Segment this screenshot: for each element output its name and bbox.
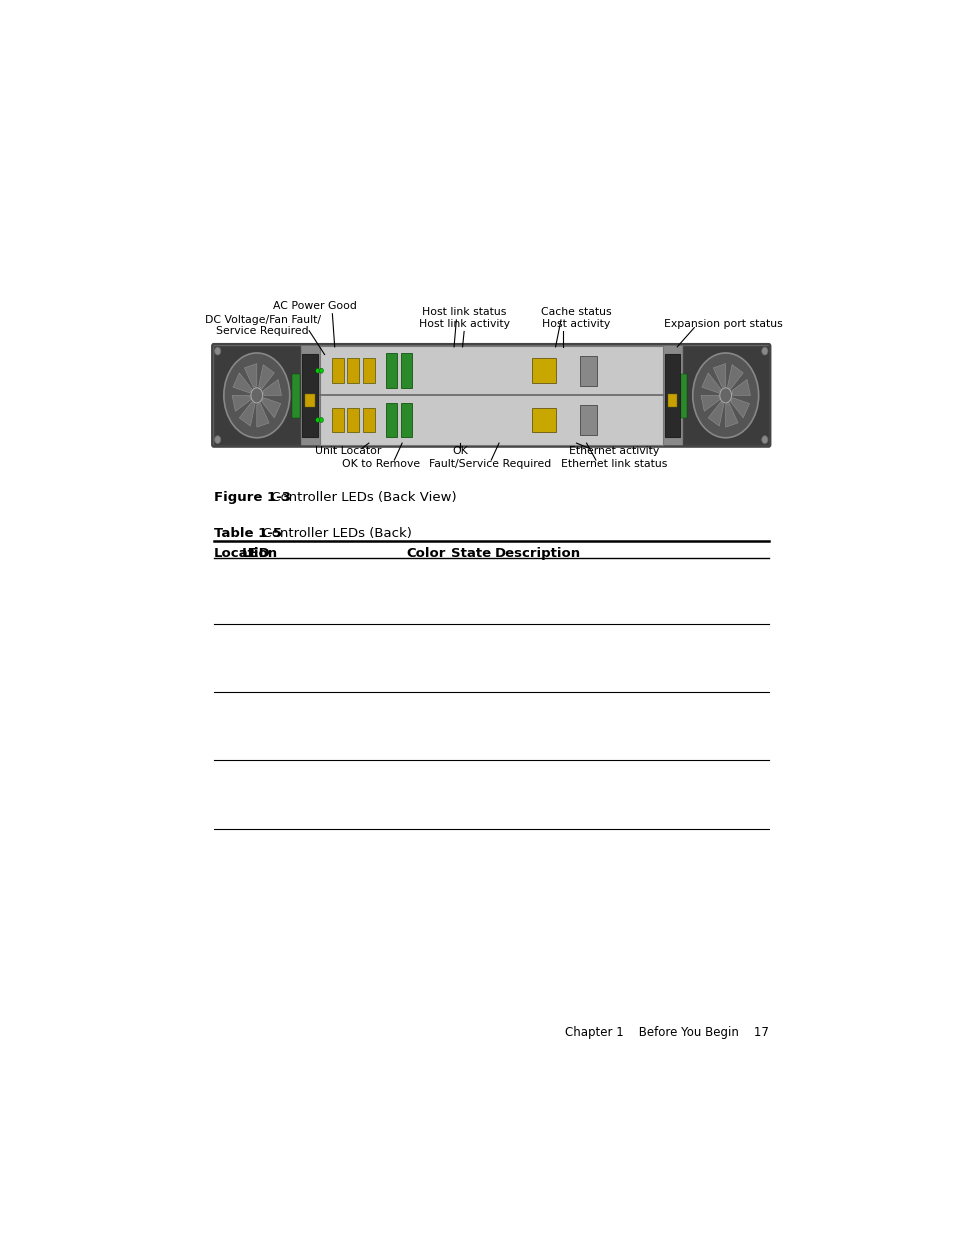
- Circle shape: [692, 353, 758, 437]
- Polygon shape: [727, 364, 742, 389]
- Text: Chapter 1    Before You Begin    17: Chapter 1 Before You Begin 17: [564, 1025, 768, 1039]
- Bar: [332, 358, 344, 383]
- Circle shape: [315, 368, 319, 373]
- Polygon shape: [262, 398, 280, 417]
- Text: State: State: [451, 547, 491, 559]
- Text: Figure 1-3: Figure 1-3: [213, 490, 291, 504]
- Bar: [302, 354, 317, 437]
- Polygon shape: [701, 373, 720, 393]
- Polygon shape: [725, 404, 738, 427]
- Bar: [682, 346, 768, 445]
- Text: OK to Remove: OK to Remove: [342, 459, 420, 469]
- Text: Cache status: Cache status: [540, 308, 611, 317]
- Text: Expansion port status: Expansion port status: [663, 319, 782, 329]
- Text: Ethernet link status: Ethernet link status: [560, 459, 666, 469]
- Bar: [347, 358, 359, 383]
- Bar: [292, 374, 299, 417]
- Polygon shape: [239, 401, 254, 426]
- Polygon shape: [258, 364, 274, 389]
- Text: Table 1-5: Table 1-5: [213, 527, 281, 540]
- Text: Ethernet activity: Ethernet activity: [568, 446, 659, 456]
- Bar: [347, 408, 359, 432]
- Polygon shape: [730, 398, 749, 417]
- Text: Location: Location: [213, 547, 277, 559]
- Polygon shape: [233, 373, 252, 393]
- Polygon shape: [244, 363, 256, 388]
- FancyBboxPatch shape: [213, 345, 769, 447]
- Text: Host link status: Host link status: [421, 308, 506, 317]
- Circle shape: [319, 417, 323, 422]
- Bar: [532, 408, 555, 432]
- Bar: [385, 353, 396, 388]
- Polygon shape: [700, 395, 719, 411]
- Text: Color: Color: [406, 547, 445, 559]
- Circle shape: [224, 353, 290, 437]
- Bar: [332, 408, 344, 432]
- Bar: [213, 346, 299, 445]
- Text: Controller LEDs (Back View): Controller LEDs (Back View): [267, 490, 456, 504]
- Circle shape: [214, 347, 220, 354]
- Bar: [362, 358, 375, 383]
- Polygon shape: [707, 401, 723, 426]
- Text: Host activity: Host activity: [542, 319, 610, 329]
- Bar: [579, 405, 597, 435]
- Circle shape: [760, 347, 767, 354]
- Circle shape: [315, 417, 319, 422]
- Circle shape: [319, 368, 323, 373]
- Bar: [401, 403, 412, 437]
- Text: Service Required: Service Required: [216, 326, 309, 336]
- Circle shape: [760, 436, 767, 443]
- Bar: [667, 394, 677, 408]
- Polygon shape: [256, 404, 269, 427]
- Bar: [664, 354, 679, 437]
- Polygon shape: [232, 395, 251, 411]
- Text: Description: Description: [494, 547, 579, 559]
- Text: LED: LED: [241, 547, 270, 559]
- Bar: [579, 356, 597, 385]
- Circle shape: [719, 388, 731, 403]
- Text: AC Power Good: AC Power Good: [273, 301, 356, 311]
- Bar: [362, 408, 375, 432]
- Text: Unit Locator: Unit Locator: [314, 446, 380, 456]
- Bar: [401, 353, 412, 388]
- Text: DC Voltage/Fan Fault/: DC Voltage/Fan Fault/: [204, 315, 320, 325]
- Polygon shape: [731, 379, 750, 395]
- Text: Controller LEDs (Back): Controller LEDs (Back): [254, 527, 412, 540]
- Bar: [305, 394, 314, 408]
- Circle shape: [251, 388, 262, 403]
- Bar: [385, 403, 396, 437]
- Polygon shape: [263, 379, 281, 395]
- Bar: [679, 374, 686, 417]
- Bar: [319, 346, 661, 445]
- Circle shape: [214, 436, 220, 443]
- Text: Fault/Service Required: Fault/Service Required: [428, 459, 550, 469]
- Bar: [532, 358, 555, 383]
- Polygon shape: [713, 363, 725, 388]
- Text: Host link activity: Host link activity: [418, 319, 509, 329]
- Text: OK: OK: [452, 446, 468, 456]
